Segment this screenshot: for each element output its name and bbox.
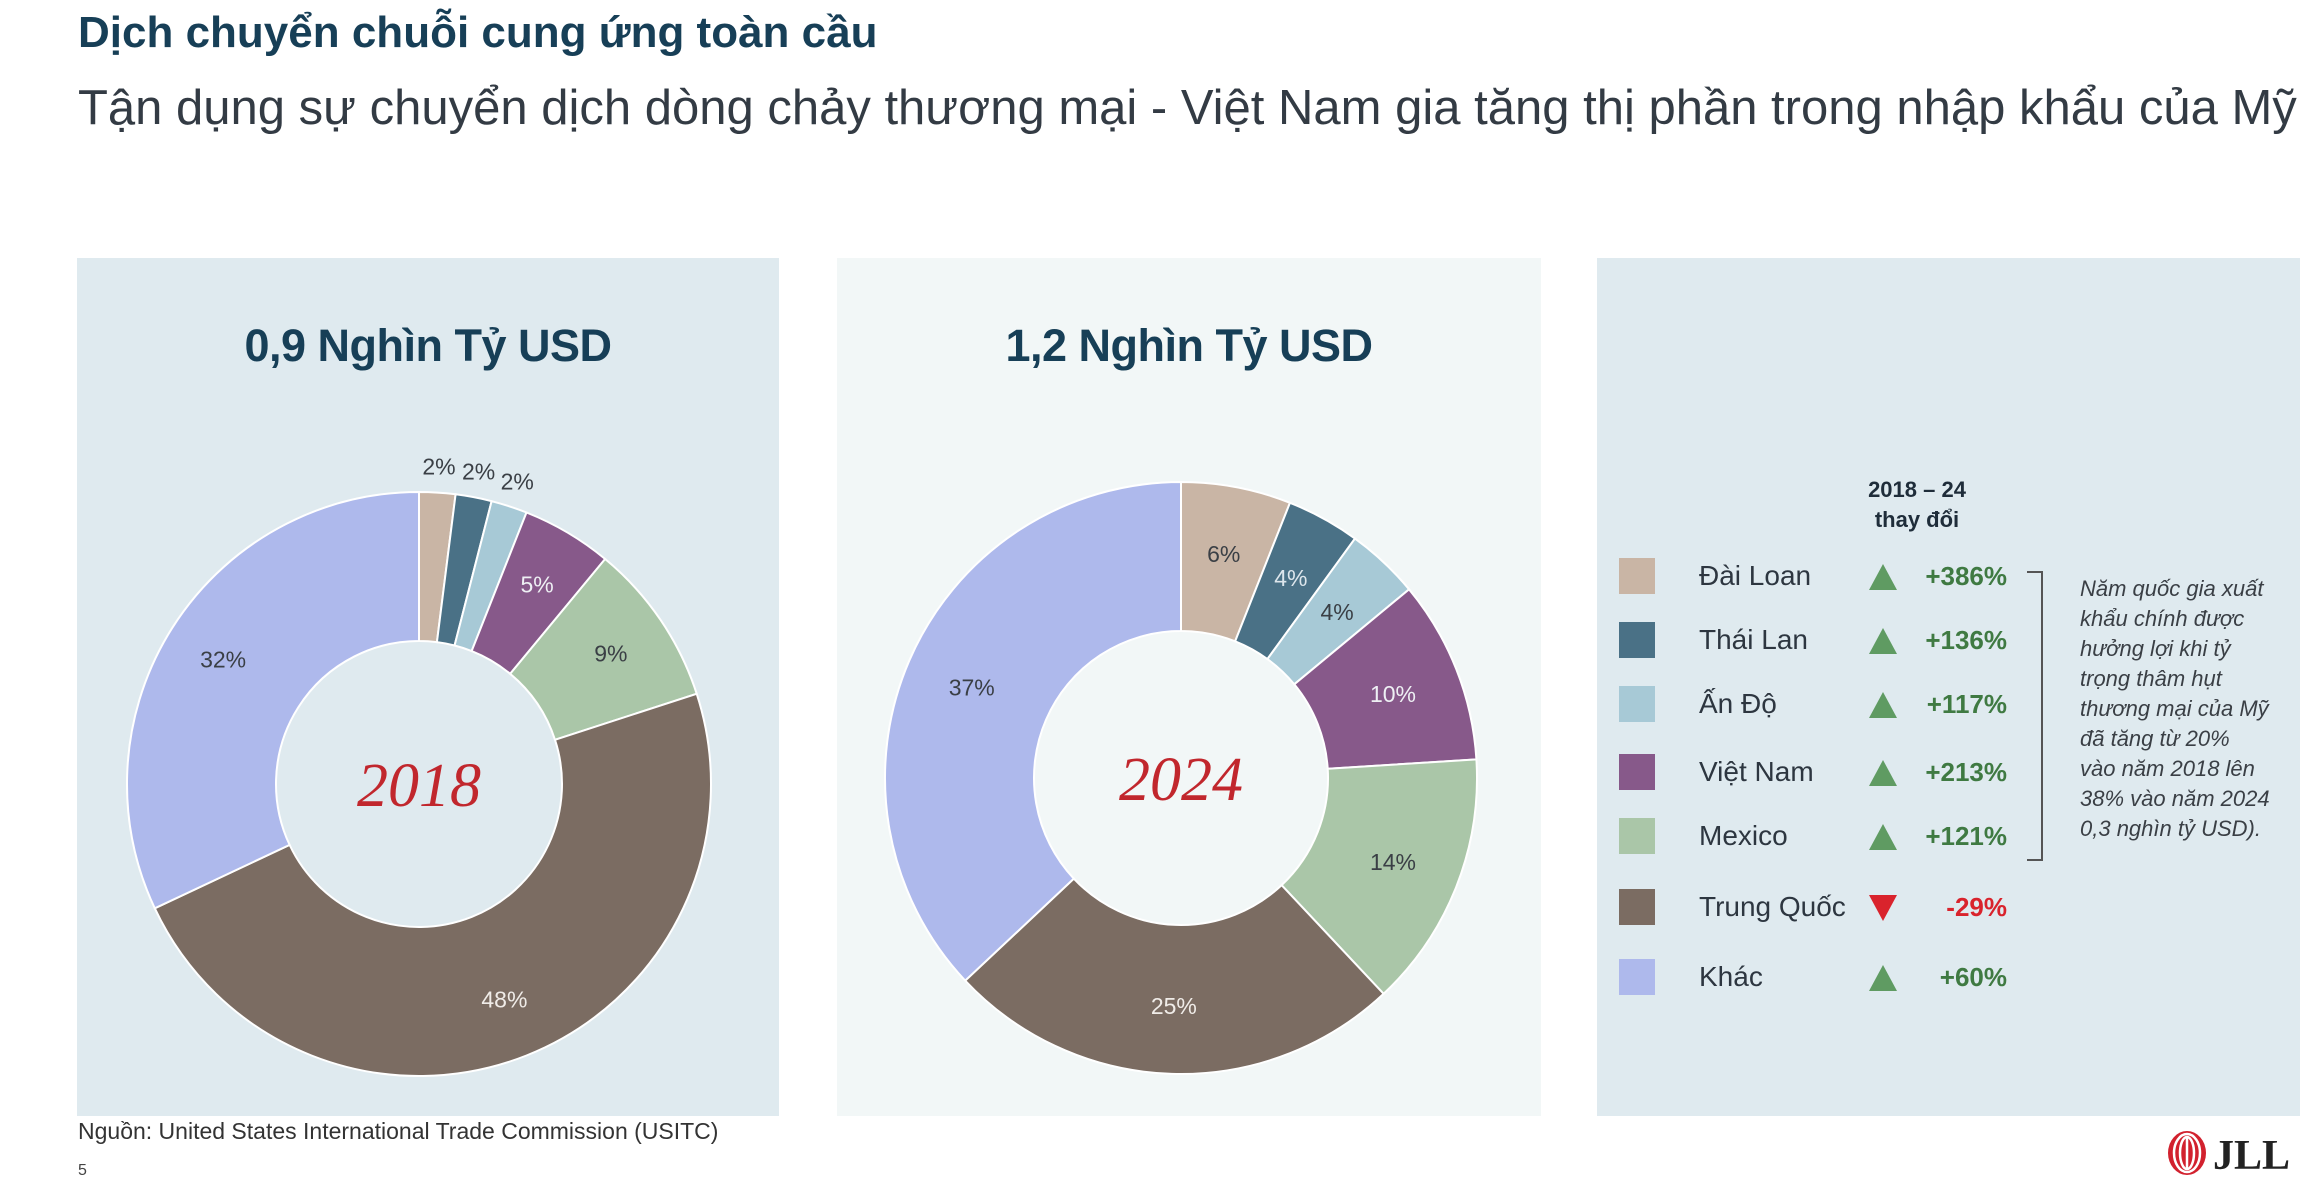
legend-swatch <box>1619 818 1655 854</box>
donut-label-2018-6: 48% <box>481 987 527 1013</box>
legend-change: +213% <box>1925 757 2007 787</box>
donut-label-2024-7: 37% <box>949 674 995 700</box>
legend-header: 2018 – 24 thay đổi <box>1797 475 2037 535</box>
page-subtitle: Tận dụng sự chuyển dịch dòng chảy thương… <box>78 81 2297 135</box>
donut-label-2018-3: 2% <box>501 469 534 495</box>
donut-slice-2024-7 <box>884 480 1182 983</box>
chart-panel-2018: 0,9 Nghìn Tỷ USD 2% 2% 2% 5% 9% 48% 32% 2018 <box>77 258 779 1116</box>
donut-label-2024-1: 6% <box>1207 541 1240 567</box>
legend-item: Trung Quốc -29% <box>1597 887 2297 927</box>
triangle-up-icon <box>1869 965 1897 991</box>
chart-title-2018: 0,9 Nghìn Tỷ USD <box>244 320 612 371</box>
legend-change: +121% <box>1925 821 2007 851</box>
legend-item: Thái Lan +136% <box>1597 620 2297 660</box>
donut-label-2018-7: 32% <box>200 647 246 673</box>
legend-change: -29% <box>1946 892 2007 922</box>
donut-label-2024-4: 10% <box>1370 681 1416 707</box>
legend-change: +386% <box>1925 561 2007 591</box>
legend-header-period: 2018 – 24 <box>1868 477 1966 502</box>
legend-panel: 2018 – 24 thay đổi Đài Loan +386% Thái Lan… <box>1597 258 2300 1116</box>
donut-label-2024-5: 14% <box>1370 849 1416 875</box>
donut-chart-2024: 6% 4% 4% 10% 14% 25% 37% 2024 <box>884 480 1478 1075</box>
donut-chart-2018: 2% 2% 2%5%9%48%32%2018 <box>126 454 712 1077</box>
donut-label-2018-5: 9% <box>594 641 627 667</box>
chart-title-2024: 1,2 Nghìn Tỷ USD <box>1005 320 1373 371</box>
donut-label-2024-2: 4% <box>1274 565 1307 591</box>
legend-change: +117% <box>1926 689 2007 719</box>
triangle-up-icon <box>1869 760 1897 786</box>
legend-swatch <box>1619 754 1655 790</box>
legend-swatch <box>1619 889 1655 925</box>
page-title: Dịch chuyển chuỗi cung ứng toàn cầu <box>78 8 878 57</box>
legend-label: Đài Loan <box>1699 560 1812 591</box>
legend-item: Ấn Độ +117% <box>1597 684 2297 724</box>
triangle-up-icon <box>1869 824 1897 850</box>
triangle-up-icon <box>1869 564 1897 590</box>
donut-slice-2018-7 <box>126 490 420 910</box>
jll-logo-text: JLL <box>2213 1133 2291 1179</box>
triangle-up-icon <box>1869 692 1897 718</box>
donut-label-2018-2: 2% <box>462 459 495 485</box>
legend-label: Ấn Độ <box>1699 688 1777 719</box>
legend-item: Khác +60% <box>1597 957 2297 997</box>
legend-change: +136% <box>1925 625 2007 655</box>
donut-slice-2024-6 <box>963 877 1386 1075</box>
legend-change: +60% <box>1939 962 2007 992</box>
donut-label-2024-3: 4% <box>1320 599 1353 625</box>
donut-label-2018-4: 5% <box>520 571 553 597</box>
page-number: 5 <box>78 1162 87 1179</box>
legend-label: Việt Nam <box>1699 756 1814 787</box>
donut-center-year-2018: 2018 <box>357 752 481 820</box>
legend-item: Mexico +121% <box>1597 816 2297 856</box>
chart-panel-2024: 1,2 Nghìn Tỷ USD 6% 4% 4% 10% 14% 25% 37% 2024 <box>837 258 1541 1116</box>
legend-label: Mexico <box>1699 820 1788 851</box>
legend-swatch <box>1619 558 1655 594</box>
legend-swatch <box>1619 622 1655 658</box>
jll-logo-icon <box>2168 1131 2206 1175</box>
jll-logo: JLL <box>2165 1128 2305 1179</box>
donut-label-2018-1: 2% <box>422 454 455 480</box>
donut-center-year-2024: 2024 <box>1119 746 1243 814</box>
source-note: Nguồn: United States International Trade… <box>78 1118 719 1144</box>
legend-swatch <box>1619 959 1655 995</box>
legend-item: Việt Nam +213% <box>1597 752 2297 792</box>
donut-slice-2024-5 <box>1280 758 1478 996</box>
legend-label: Trung Quốc <box>1699 891 1846 922</box>
triangle-up-icon <box>1869 628 1897 654</box>
legend-header-change: thay đổi <box>1874 507 1960 532</box>
legend-bracket <box>2027 571 2043 861</box>
legend-item: Đài Loan +386% <box>1597 556 2297 596</box>
donut-label-2024-6: 25% <box>1151 993 1197 1019</box>
legend-swatch <box>1619 686 1655 722</box>
legend-label: Thái Lan <box>1699 624 1808 655</box>
legend-note: Năm quốc gia xuất khẩu chính được hưởng … <box>2080 576 2270 841</box>
legend-label: Khác <box>1699 961 1763 992</box>
triangle-down-icon <box>1869 895 1897 921</box>
donut-slice-2018-6 <box>153 692 712 1077</box>
